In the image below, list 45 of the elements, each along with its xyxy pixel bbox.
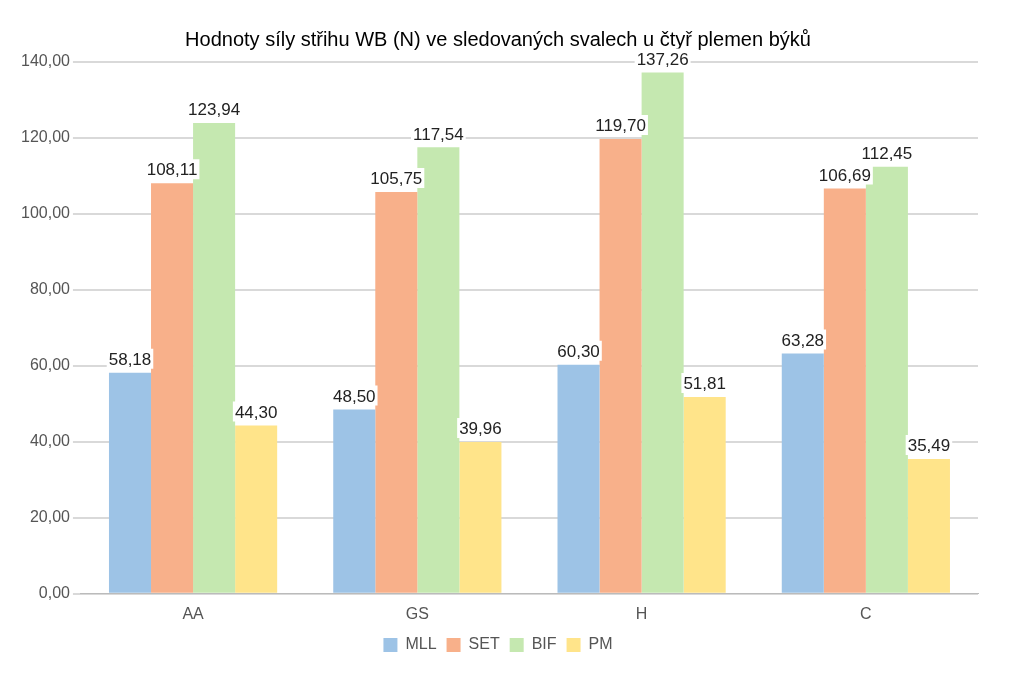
bar: [108, 372, 152, 593]
x-tick-label: GS: [405, 604, 429, 622]
x-tick-label: AA: [182, 604, 205, 622]
bar: [235, 425, 278, 593]
y-tick-label: 0,00: [38, 584, 71, 602]
data-label: 58,18: [108, 349, 152, 369]
data-label: 112,45: [861, 143, 913, 163]
data-label: 63,28: [781, 330, 825, 350]
data-label: 51,81: [683, 374, 726, 394]
bar: [599, 139, 642, 593]
x-tick-label: H: [635, 604, 648, 622]
bar: [151, 183, 194, 593]
legend-label: PM: [588, 635, 613, 653]
bar: [459, 442, 502, 593]
bar: [333, 409, 376, 593]
bar: [823, 188, 866, 593]
data-label: 117,54: [412, 124, 464, 144]
data-label: 44,30: [234, 402, 278, 422]
chart-title: Hodnoty síly střihu WB (N) ve sledovaných svalech u čtyř plemen býků: [185, 27, 811, 50]
bar: [781, 353, 824, 593]
bar: [907, 458, 950, 593]
legend-label: MLL: [405, 635, 437, 653]
data-label: 60,30: [557, 341, 600, 361]
data-label: 119,70: [595, 116, 646, 136]
y-tick-label: 60,00: [29, 356, 71, 374]
data-label: 48,50: [332, 386, 376, 406]
bar: [375, 192, 418, 593]
y-tick-label: 140,00: [21, 52, 71, 70]
y-tick-label: 120,00: [21, 128, 71, 146]
y-tick-label: 20,00: [29, 508, 71, 526]
data-label: 108,11: [146, 160, 198, 180]
data-label: 35,49: [907, 436, 951, 456]
y-tick-label: 40,00: [29, 432, 71, 450]
data-label: 105,75: [370, 169, 423, 189]
legend-label: BIF: [531, 635, 557, 653]
data-label: 39,96: [459, 419, 502, 439]
y-tick-label: 80,00: [29, 280, 71, 298]
y-tick-label: 100,00: [21, 204, 71, 222]
x-tick-label: C: [860, 604, 872, 622]
data-label: 106,69: [818, 165, 871, 185]
bar: [683, 397, 726, 593]
data-label: 137,26: [636, 49, 689, 69]
bar: [557, 364, 600, 593]
legend-label: SET: [468, 635, 500, 653]
data-label: 123,94: [188, 100, 241, 120]
